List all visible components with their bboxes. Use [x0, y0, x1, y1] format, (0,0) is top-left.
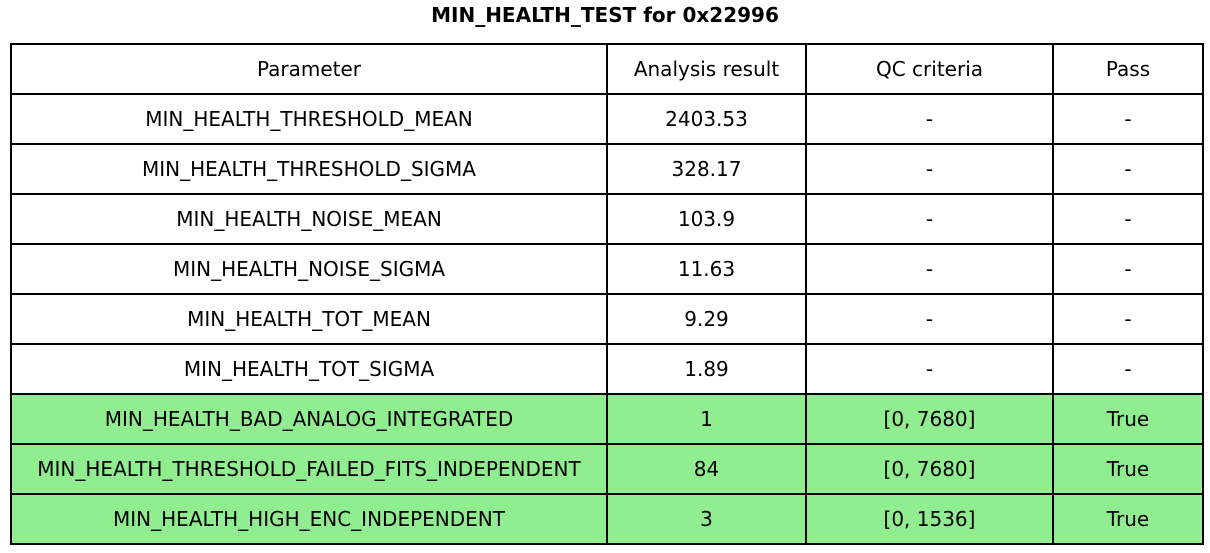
cell-pass: - — [1052, 293, 1204, 345]
cell-parameter: MIN_HEALTH_NOISE_MEAN — [10, 193, 608, 245]
table-row: MIN_HEALTH_THRESHOLD_MEAN 2403.53 - - — [10, 93, 1204, 145]
cell-pass: - — [1052, 143, 1204, 195]
cell-analysis-result: 328.17 — [606, 143, 807, 195]
cell-pass: True — [1052, 443, 1204, 495]
cell-parameter: MIN_HEALTH_TOT_SIGMA — [10, 343, 608, 395]
header-row: Parameter Analysis result QC criteria Pa… — [10, 43, 1204, 95]
cell-parameter: MIN_HEALTH_THRESHOLD_SIGMA — [10, 143, 608, 195]
cell-pass: - — [1052, 243, 1204, 295]
table-body: MIN_HEALTH_THRESHOLD_MEAN 2403.53 - - MI… — [10, 93, 1204, 545]
cell-qc-criteria: - — [805, 293, 1054, 345]
cell-analysis-result: 11.63 — [606, 243, 807, 295]
cell-parameter: MIN_HEALTH_HIGH_ENC_INDEPENDENT — [10, 493, 608, 545]
cell-qc-criteria: [0, 7680] — [805, 393, 1054, 445]
cell-analysis-result: 1 — [606, 393, 807, 445]
cell-parameter: MIN_HEALTH_THRESHOLD_MEAN — [10, 93, 608, 145]
cell-pass: True — [1052, 393, 1204, 445]
table-row: MIN_HEALTH_TOT_SIGMA 1.89 - - — [10, 343, 1204, 395]
table-row: MIN_HEALTH_THRESHOLD_SIGMA 328.17 - - — [10, 143, 1204, 195]
table-row: MIN_HEALTH_NOISE_SIGMA 11.63 - - — [10, 243, 1204, 295]
cell-analysis-result: 9.29 — [606, 293, 807, 345]
cell-pass: - — [1052, 343, 1204, 395]
cell-pass: - — [1052, 193, 1204, 245]
cell-pass: - — [1052, 93, 1204, 145]
cell-qc-criteria: [0, 7680] — [805, 443, 1054, 495]
table-header: Parameter Analysis result QC criteria Pa… — [10, 43, 1204, 95]
cell-parameter: MIN_HEALTH_TOT_MEAN — [10, 293, 608, 345]
cell-qc-criteria: - — [805, 343, 1054, 395]
cell-analysis-result: 103.9 — [606, 193, 807, 245]
page-title: MIN_HEALTH_TEST for 0x22996 — [431, 3, 779, 27]
cell-qc-criteria: - — [805, 143, 1054, 195]
cell-analysis-result: 1.89 — [606, 343, 807, 395]
cell-qc-criteria: [0, 1536] — [805, 493, 1054, 545]
cell-qc-criteria: - — [805, 243, 1054, 295]
table-row: MIN_HEALTH_HIGH_ENC_INDEPENDENT 3 [0, 15… — [10, 493, 1204, 545]
column-header-analysis-result: Analysis result — [606, 43, 807, 95]
cell-parameter: MIN_HEALTH_THRESHOLD_FAILED_FITS_INDEPEN… — [10, 443, 608, 495]
column-header-pass: Pass — [1052, 43, 1204, 95]
cell-analysis-result: 84 — [606, 443, 807, 495]
table-row: MIN_HEALTH_NOISE_MEAN 103.9 - - — [10, 193, 1204, 245]
table-row: MIN_HEALTH_THRESHOLD_FAILED_FITS_INDEPEN… — [10, 443, 1204, 495]
qc-results-table: Parameter Analysis result QC criteria Pa… — [10, 43, 1204, 545]
column-header-qc-criteria: QC criteria — [805, 43, 1054, 95]
cell-analysis-result: 3 — [606, 493, 807, 545]
cell-qc-criteria: - — [805, 193, 1054, 245]
table-row: MIN_HEALTH_TOT_MEAN 9.29 - - — [10, 293, 1204, 345]
table-row: MIN_HEALTH_BAD_ANALOG_INTEGRATED 1 [0, 7… — [10, 393, 1204, 445]
cell-analysis-result: 2403.53 — [606, 93, 807, 145]
column-header-parameter: Parameter — [10, 43, 608, 95]
cell-parameter: MIN_HEALTH_BAD_ANALOG_INTEGRATED — [10, 393, 608, 445]
cell-qc-criteria: - — [805, 93, 1054, 145]
cell-parameter: MIN_HEALTH_NOISE_SIGMA — [10, 243, 608, 295]
cell-pass: True — [1052, 493, 1204, 545]
